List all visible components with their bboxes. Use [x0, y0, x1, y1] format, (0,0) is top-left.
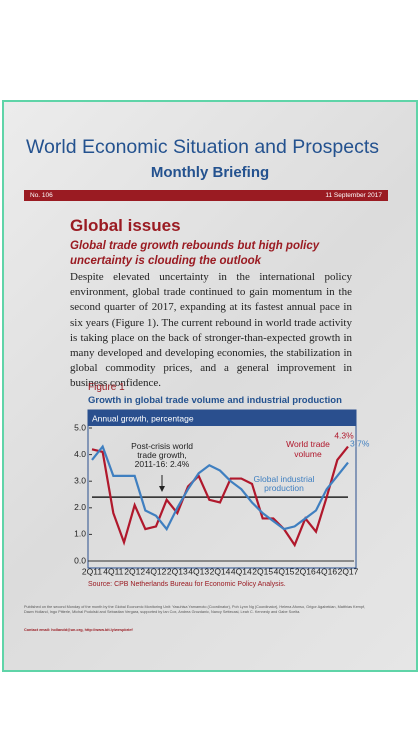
x-tick-label: 2Q13: [167, 566, 188, 576]
figure-source: Source: CPB Netherlands Bureau for Econo…: [88, 581, 286, 588]
figure-label: Figure 1: [88, 382, 125, 393]
chart-frame: [87, 409, 357, 569]
x-tick-label: 4Q11: [103, 566, 123, 576]
x-tick-label: 2Q12: [124, 566, 145, 576]
x-tick-label: 4Q13: [188, 566, 209, 576]
series-line: [91, 444, 349, 532]
x-tick-label: 2Q11: [82, 566, 102, 576]
issue-bar: No. 106 11 September 2017: [24, 190, 388, 201]
x-tick-label: 4Q15: [274, 566, 295, 576]
average-label: Post-crisis world: [131, 441, 193, 451]
footer-contact: Contact email: hollandd@un.org, http://w…: [24, 628, 133, 632]
y-tick-label: 3.0: [74, 475, 86, 485]
footer-text: Published on the second Monday of the mo…: [24, 605, 366, 614]
chart: Annual growth, percentage 0.0 1.0 2.0 3.0 4.…: [74, 409, 370, 576]
series-line: [91, 445, 349, 548]
x-tick-label: 4Q12: [146, 566, 167, 576]
legend-label: World trade: [286, 439, 330, 449]
end-label: 3.7%: [350, 439, 370, 449]
legend-label: volume: [294, 449, 322, 459]
subheading: Global trade growth rebounds but high po…: [70, 240, 320, 267]
heading: Global issues: [70, 216, 181, 235]
x-tick-label: 2Q15: [252, 566, 273, 576]
y-tick-label: 5.0: [74, 422, 86, 432]
subtitle: Monthly Briefing: [150, 164, 270, 181]
figure-title: Growth in global trade volume and indust…: [88, 395, 342, 406]
x-tick-label: 4Q16: [316, 566, 337, 576]
end-label: 4.3%: [334, 431, 354, 441]
average-label: 2011-16: 2.4%: [135, 459, 190, 469]
y-tick-label: 2.0: [74, 502, 86, 512]
y-tick-label: 0.0: [74, 555, 86, 565]
chart-header: [88, 410, 356, 426]
paper: World Economic Situation and Prospects M…: [2, 100, 418, 672]
issue-number: No. 106: [30, 192, 53, 199]
y-tick-label: 1.0: [74, 529, 86, 539]
average-label: trade growth,: [137, 450, 187, 460]
x-tick-label: 2Q16: [295, 566, 316, 576]
title: World Economic Situation and Prospects: [26, 136, 379, 158]
chart-subtitle: Annual growth, percentage: [92, 413, 194, 423]
x-tick-label: 2Q17: [338, 566, 359, 576]
paragraph: Despite elevated uncertainty in the inte…: [70, 271, 352, 390]
issue-date: 11 September 2017: [325, 192, 382, 199]
x-tick-label: 4Q14: [231, 566, 252, 576]
legend-label: production: [264, 483, 304, 493]
y-tick-label: 4.0: [74, 449, 86, 459]
x-tick-label: 2Q14: [210, 566, 231, 576]
legend-label: Global industrial: [254, 474, 315, 484]
average-arrow-head: [159, 486, 165, 492]
